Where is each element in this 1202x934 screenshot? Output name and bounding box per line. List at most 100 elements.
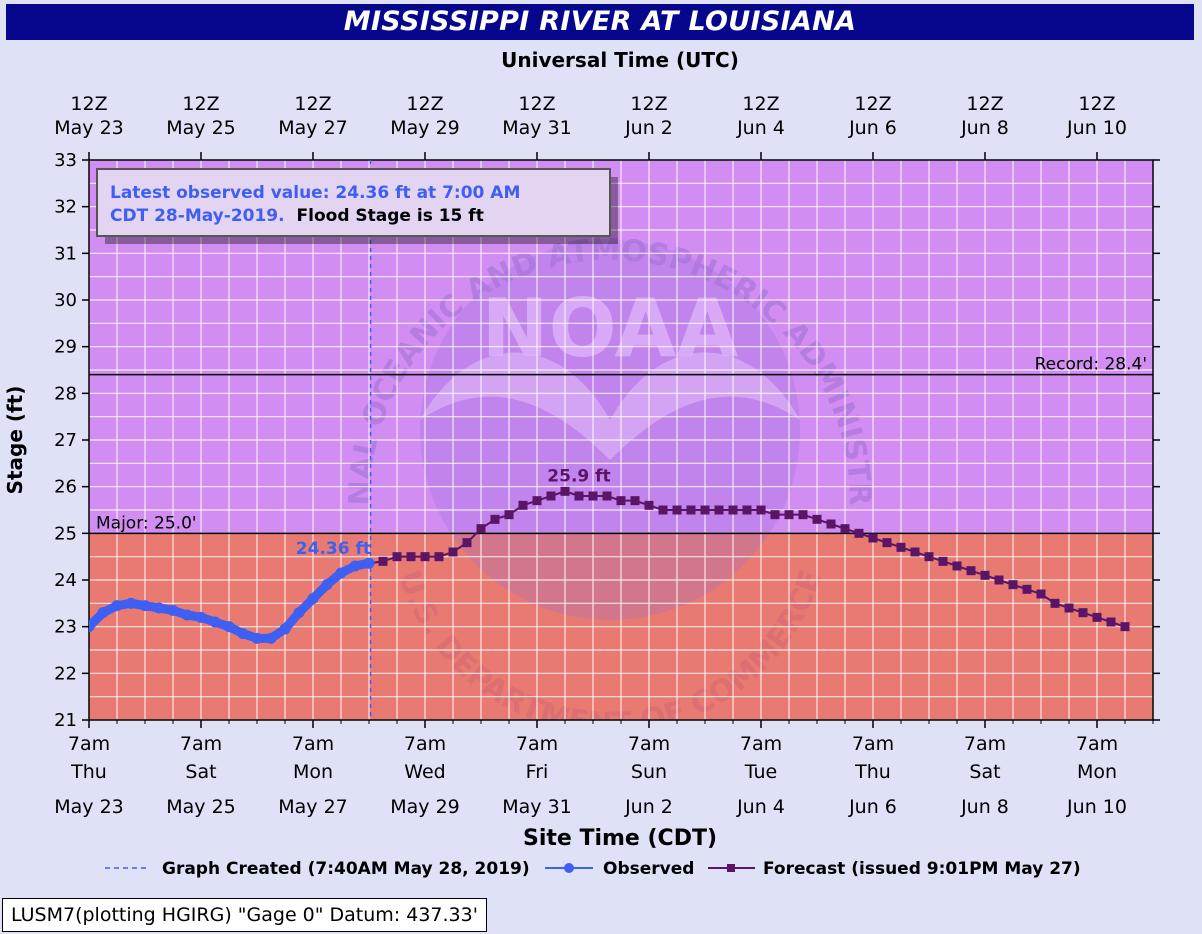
forecast-point [560, 486, 570, 496]
forecast-point [406, 552, 416, 562]
threshold-label-1: Record: 28.4' [1035, 355, 1147, 375]
observed-value-label: 24.36 ft [296, 539, 371, 559]
title-bar: MISSISSIPPI RIVER AT LOUISIANA [6, 4, 1194, 40]
crest-value-label: 25.9 ft [547, 466, 610, 486]
chart-title: MISSISSIPPI RIVER AT LOUISIANA [343, 6, 857, 37]
top-tick-date: May 27 [278, 117, 348, 139]
top-tick-date: May 31 [502, 117, 572, 139]
y-axis: 21 22 23 24 25 26 27 28 29 30 31 32 33 [54, 150, 1160, 731]
bottom-tick-time: 7am [180, 733, 222, 755]
threshold-lines: Major: 25.0' Record: 28.4' [89, 355, 1153, 535]
legend: Graph Created (7:40AM May 28, 2019) Obse… [105, 859, 1081, 879]
observed-point [279, 623, 291, 635]
bottom-tick-time: 7am [852, 733, 894, 755]
info-line2-flood: Flood Stage is 15 ft [297, 206, 484, 226]
forecast-point [532, 496, 542, 506]
bottom-tick-date: Jun 4 [736, 796, 785, 818]
info-line1: Latest observed value: 24.36 ft at 7:00 … [110, 183, 520, 203]
observed-point [97, 607, 109, 619]
y-tick-label: 23 [54, 617, 77, 638]
y-axis-title: Stage (ft) [3, 386, 27, 495]
bottom-tick-weekday: Thu [70, 761, 107, 783]
bottom-tick-weekday: Thu [854, 761, 891, 783]
top-tick-hour: 12Z [966, 93, 1003, 115]
y-tick-label: 21 [54, 710, 77, 731]
bottom-tick-weekday: Mon [1077, 761, 1117, 783]
datum-box: LUSM7(plotting HGIRG) "Gage 0" Datum: 43… [2, 898, 487, 932]
forecast-point [994, 575, 1004, 585]
y-tick-label: 24 [54, 570, 77, 591]
top-tick-date: May 23 [54, 117, 124, 139]
bottom-tick-time: 7am [964, 733, 1006, 755]
bottom-tick-time: 7am [628, 733, 670, 755]
legend-observed-label: Observed [603, 859, 694, 879]
forecast-point [420, 552, 430, 562]
y-tick-label: 28 [54, 383, 77, 404]
forecast-point [630, 496, 640, 506]
forecast-point [910, 547, 920, 557]
bottom-tick-date: May 25 [166, 796, 236, 818]
forecast-point [756, 505, 766, 515]
bottom-tick-time: 7am [292, 733, 334, 755]
top-tick-hour: 12Z [70, 93, 107, 115]
forecast-point [1008, 580, 1018, 590]
forecast-point [924, 552, 934, 562]
threshold-label-0: Major: 25.0' [96, 513, 197, 533]
forecast-point [1078, 608, 1088, 618]
forecast-point [448, 547, 458, 557]
top-tick-date: May 25 [166, 117, 236, 139]
forecast-point [392, 552, 402, 562]
bottom-tick-date: Jun 2 [624, 796, 673, 818]
y-tick-label: 31 [54, 243, 77, 264]
forecast-point [518, 500, 528, 510]
forecast-point [1092, 612, 1102, 622]
observed-point [195, 611, 207, 623]
forecast-point [490, 514, 500, 524]
forecast-point [812, 514, 822, 524]
x-axis-title: Site Time (CDT) [523, 826, 717, 851]
forecast-series [368, 486, 1130, 632]
forecast-point [1106, 617, 1116, 627]
legend-forecast-label: Forecast (issued 9:01PM May 27) [763, 859, 1081, 879]
hydrograph-chart: NOAA NATIONAL OCEANIC AND ATMOSPHERIC AD… [3, 48, 1160, 879]
top-tick-hour: 12Z [630, 93, 667, 115]
observed-point [307, 593, 319, 605]
bottom-tick-date: May 31 [502, 796, 572, 818]
y-tick-label: 26 [54, 477, 77, 498]
observed-point [89, 621, 95, 633]
forecast-point [602, 491, 612, 501]
bottom-tick-weekday: Sun [631, 761, 667, 783]
observed-point [167, 604, 179, 616]
forecast-point [574, 491, 584, 501]
forecast-point [644, 500, 654, 510]
top-tick-date: Jun 2 [624, 117, 673, 139]
bottom-tick-weekday: Sat [969, 761, 1000, 783]
observed-point [125, 597, 137, 609]
legend-forecast-marker [727, 864, 735, 872]
y-tick-label: 22 [54, 663, 77, 684]
y-tick-label: 25 [54, 523, 77, 544]
forecast-point [784, 510, 794, 520]
top-tick-date: May 29 [390, 117, 460, 139]
bottom-tick-date: May 27 [278, 796, 348, 818]
forecast-point [868, 533, 878, 543]
forecast-point [1064, 603, 1074, 613]
top-tick-hour: 12Z [518, 93, 555, 115]
forecast-point [546, 491, 556, 501]
svg-text:CDT 28-May-2019. Flood S: CDT 28-May-2019. Flood Stage is 15 ft [110, 206, 484, 226]
forecast-point [616, 496, 626, 506]
y-tick-label: 27 [54, 430, 77, 451]
forecast-point [966, 566, 976, 576]
top-tick-hour: 12Z [294, 93, 331, 115]
forecast-point [1036, 589, 1046, 599]
bottom-tick-date: Jun 8 [960, 796, 1009, 818]
forecast-point [770, 510, 780, 520]
forecast-point [980, 570, 990, 580]
bottom-tick-weekday: Wed [404, 761, 445, 783]
y-tick-label: 33 [54, 150, 77, 171]
forecast-point [742, 505, 752, 515]
y-tick-label: 30 [54, 290, 77, 311]
observed-point [251, 632, 263, 644]
observed-point [349, 560, 361, 572]
